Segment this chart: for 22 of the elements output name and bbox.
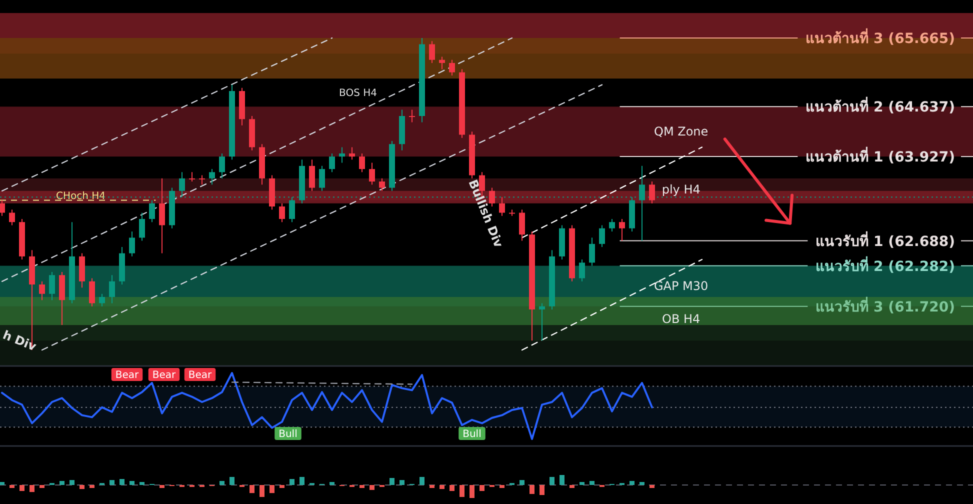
annotation: Bear xyxy=(152,370,177,381)
annotation: Bull xyxy=(278,429,298,440)
band-label: ply H4 xyxy=(662,182,700,196)
ref-line-label: แนวรับที่ 3 (61.720) xyxy=(816,296,955,316)
ref-line-label: แนวรับที่ 1 (62.688) xyxy=(816,230,955,250)
annotation: h Div xyxy=(0,328,38,354)
label-box: Bear xyxy=(184,368,216,381)
band-label: GAP M30 xyxy=(654,279,708,294)
label-box: Bull xyxy=(274,427,302,440)
ref-line-label: แนวต้านที่ 1 (63.927) xyxy=(806,146,955,166)
label-box: Bull xyxy=(458,427,486,440)
label-box: Bear xyxy=(111,368,143,381)
band-label: OB H4 xyxy=(662,312,700,326)
annotation: BOS H4 xyxy=(339,88,377,99)
ref-line-label: CHoch H4 xyxy=(56,191,106,202)
band-label: QM Zone xyxy=(654,124,708,139)
ref-line-label: แนวต้านที่ 3 (65.665) xyxy=(806,28,955,47)
annotation: Bear xyxy=(115,370,140,381)
label-box: Bear xyxy=(148,368,180,381)
annotation: Bear xyxy=(188,370,213,381)
annotation: Bull xyxy=(462,429,482,440)
ref-line-label: แนวต้านที่ 2 (64.637) xyxy=(806,96,955,116)
